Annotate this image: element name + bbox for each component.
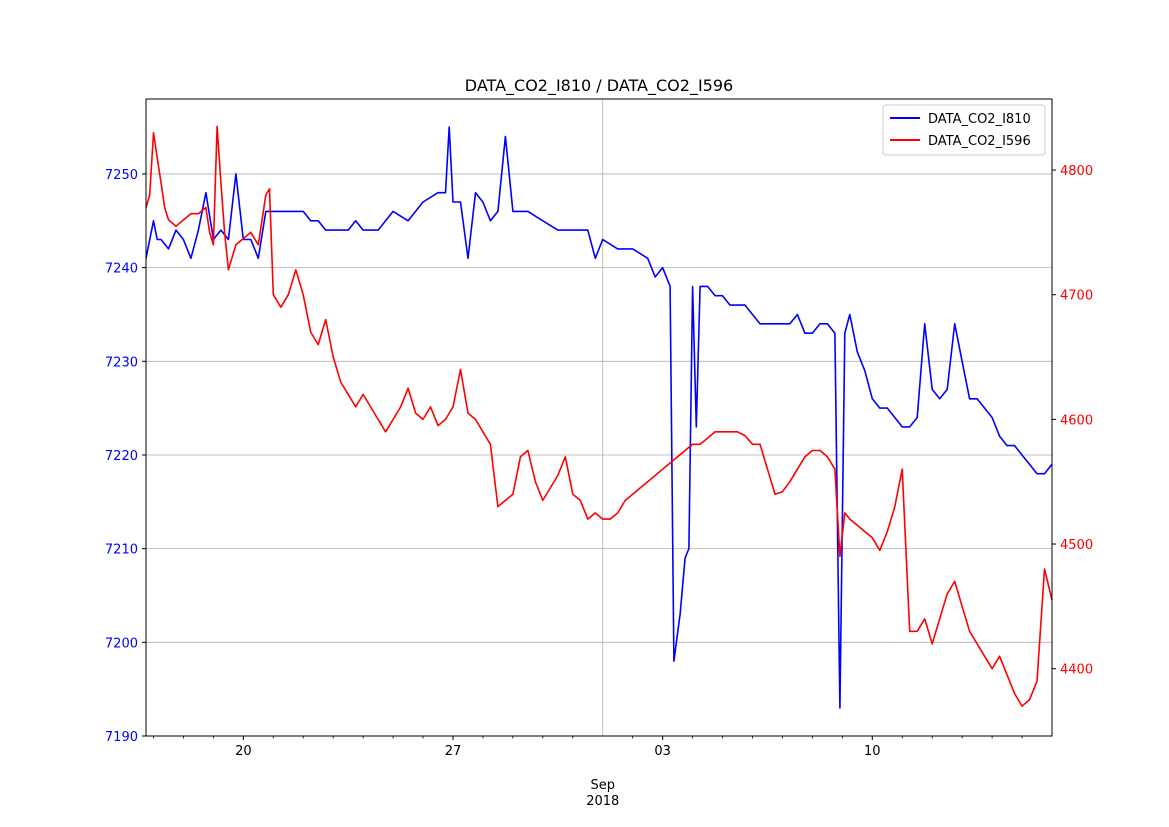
y-right-tick-label: 4400 bbox=[1060, 663, 1093, 678]
y-right-tick-label: 4700 bbox=[1060, 289, 1093, 304]
y-left-tick-label: 7240 bbox=[105, 262, 138, 277]
chart-title: DATA_CO2_I810 / DATA_CO2_I596 bbox=[465, 76, 733, 96]
series-layer bbox=[145, 125, 1053, 709]
y-left-tick-label: 7230 bbox=[105, 355, 138, 370]
y-left-tick-label: 7200 bbox=[105, 636, 138, 651]
y-right-tick-label: 4500 bbox=[1060, 538, 1093, 553]
x-tick-label: 20 bbox=[235, 744, 252, 759]
y-left-tick-label: 7220 bbox=[105, 449, 138, 464]
y-right-tick-label: 4800 bbox=[1060, 164, 1093, 179]
x-tick-label: 03 bbox=[654, 744, 671, 759]
legend-label: DATA_CO2_I596 bbox=[928, 134, 1031, 149]
y-left-tick-label: 7190 bbox=[105, 730, 138, 745]
x-month-label: Sep bbox=[590, 778, 615, 793]
legend: DATA_CO2_I810 DATA_CO2_I596 bbox=[882, 104, 1046, 156]
y-left-tick-label: 7250 bbox=[105, 168, 138, 183]
x-tick-label: 27 bbox=[445, 744, 462, 759]
legend-box bbox=[882, 104, 1046, 156]
y-left-tick-label: 7210 bbox=[105, 543, 138, 558]
plot-frame bbox=[145, 98, 1053, 737]
x-year-label: 2018 bbox=[586, 794, 619, 809]
y-right-tick-label: 4600 bbox=[1060, 413, 1093, 428]
legend-label: DATA_CO2_I810 bbox=[928, 112, 1031, 127]
x-tick-label: 10 bbox=[864, 744, 881, 759]
series-line-2 bbox=[145, 125, 1053, 707]
series-line-1 bbox=[145, 126, 1053, 709]
